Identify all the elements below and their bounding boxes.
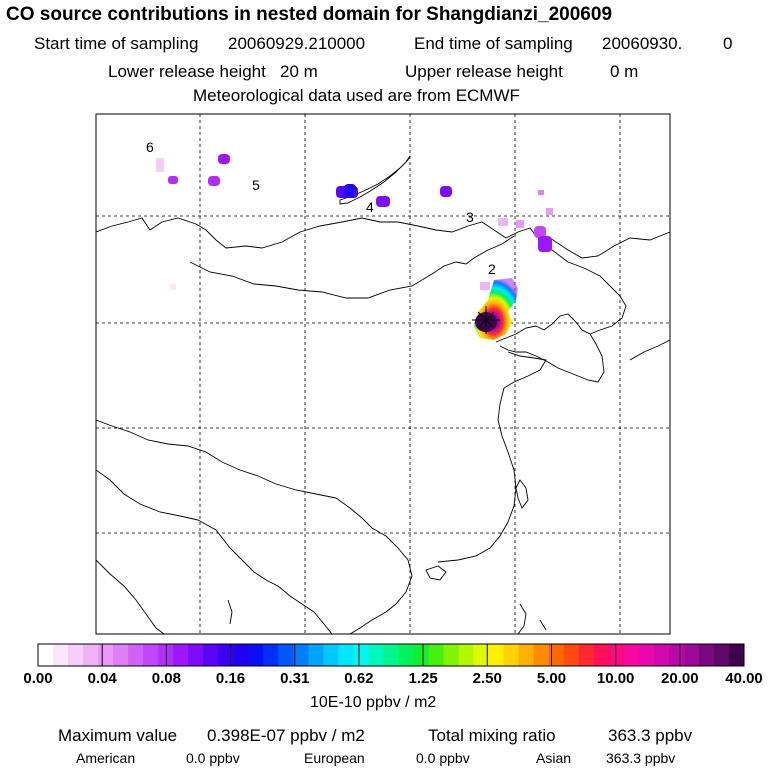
colorbar-tick-label: 0.62 — [344, 670, 374, 687]
colorbar-swatch — [308, 644, 324, 666]
colorbar-swatch — [323, 644, 339, 666]
colorbar-swatch — [203, 644, 219, 666]
colorbar-swatch — [683, 644, 700, 666]
day-marker-4: 4 — [366, 199, 374, 215]
map-frame — [95, 113, 671, 635]
colorbar-swatch — [608, 644, 625, 666]
colorbar-tick-label: 5.00 — [536, 670, 567, 687]
lower-release-value: 20 m — [280, 62, 318, 81]
colorbar-swatch — [458, 644, 475, 666]
colorbar-swatch — [428, 644, 445, 666]
colorbar-swatch — [128, 644, 144, 666]
colorbar-swatch — [653, 644, 670, 666]
colorbar-unit: 10E-10 ppbv / m2 — [310, 694, 437, 711]
page-title: CO source contributions in nested domain… — [6, 4, 613, 25]
colorbar-swatch — [728, 644, 745, 666]
colorbar-swatch — [398, 644, 415, 666]
colorbar-tick-label: 1.25 — [408, 670, 438, 687]
colorbar-swatch — [593, 644, 610, 666]
colorbar-swatch — [488, 644, 505, 666]
colorbar-tick-label: 0.31 — [280, 670, 310, 687]
colorbar-swatch — [473, 644, 490, 666]
colorbar-tick-label: 0.16 — [215, 670, 246, 687]
colorbar-swatch — [83, 644, 99, 666]
colorbar-swatch — [53, 644, 69, 666]
asian-value: 363.3 ppbv — [606, 750, 676, 766]
start-time-value: 20060929.210000 — [228, 34, 366, 53]
colorbar-swatch — [698, 644, 715, 666]
colorbar-tick-label: 0.04 — [87, 670, 117, 687]
start-time-label: Start time of sampling — [34, 34, 199, 53]
colorbar-swatch — [218, 644, 234, 666]
colorbar-swatch — [413, 644, 430, 666]
colorbar-swatch — [143, 644, 159, 666]
colorbar-swatch — [563, 644, 580, 666]
map-content: 6 5 4 3 2 — [96, 114, 670, 634]
colorbar-swatch — [668, 644, 685, 666]
colorbar-tick-label: 0.00 — [23, 670, 53, 687]
colorbar-swatch — [578, 644, 595, 666]
end-time-value: 20060930. — [602, 34, 683, 53]
day-marker-3: 3 — [466, 209, 474, 225]
colorbar-swatch — [113, 644, 129, 666]
colorbar-swatch — [173, 644, 189, 666]
total-mixing-label: Total mixing ratio — [428, 726, 556, 745]
max-value: 0.398E-07 ppbv / m2 — [207, 726, 365, 745]
american-label: American — [76, 750, 136, 766]
day-marker-2: 2 — [488, 261, 496, 277]
max-value-label: Maximum value — [58, 726, 178, 745]
colorbar-swatch — [278, 644, 294, 666]
colorbar-swatch — [548, 644, 565, 666]
colorbar-swatch — [98, 644, 114, 666]
colorbar-swatch — [293, 644, 309, 666]
colorbar-swatch — [248, 644, 264, 666]
coastlines — [96, 155, 670, 634]
colorbar-swatch — [68, 644, 84, 666]
asian-label: Asian — [536, 750, 572, 766]
upper-release-label: Upper release height — [405, 62, 563, 81]
colorbar-swatch — [368, 644, 384, 666]
colorbar-tick-label: 0.08 — [151, 670, 181, 687]
colorbar-swatch — [353, 644, 369, 666]
colorbar-swatch — [713, 644, 730, 666]
lower-release-label: Lower release height — [108, 62, 266, 81]
colorbar-swatch — [503, 644, 520, 666]
colorbar-tick-label: 20.00 — [661, 670, 699, 687]
colorbar-swatch — [533, 644, 550, 666]
end-time-label: End time of sampling — [414, 34, 573, 53]
upper-release-value: 0 m — [610, 62, 639, 81]
colorbar-swatch — [188, 644, 204, 666]
colorbar-swatch — [518, 644, 535, 666]
receptor-marker — [472, 306, 500, 334]
colorbar-tick-label: 40.00 — [725, 670, 763, 687]
colorbar-swatch — [233, 644, 249, 666]
colorbar-swatch — [338, 644, 354, 666]
day-marker-5: 5 — [252, 177, 260, 193]
graticule — [96, 114, 670, 634]
colorbar-swatch — [443, 644, 460, 666]
colorbar-tick-label: 10.00 — [596, 670, 635, 687]
meteo-note: Meteorological data used are from ECMWF — [193, 86, 520, 105]
colorbar-swatch — [638, 644, 655, 666]
american-value: 0.0 ppbv — [186, 750, 240, 766]
european-label: European — [304, 750, 365, 766]
colorbar-swatch — [623, 644, 640, 666]
colorbar-swatch — [38, 644, 54, 666]
colorbar — [37, 643, 745, 667]
total-mixing-value: 363.3 ppbv — [608, 726, 693, 745]
colorbar-tick-label: 2.50 — [472, 670, 502, 687]
colorbar-swatch — [263, 644, 279, 666]
end-time-extra: 0 — [723, 34, 733, 53]
day-marker-6: 6 — [146, 139, 154, 155]
colorbar-swatch — [383, 644, 400, 666]
european-value: 0.0 ppbv — [416, 750, 470, 766]
